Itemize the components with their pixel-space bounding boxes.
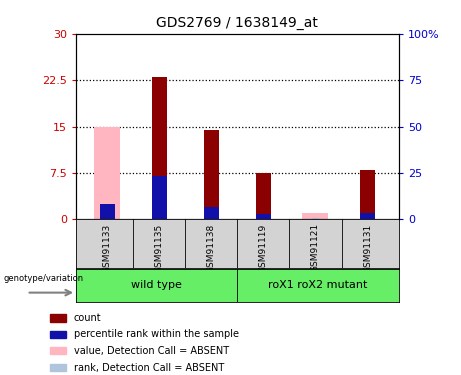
Bar	[204, 130, 219, 219]
Text: genotype/variation: genotype/variation	[4, 274, 84, 283]
Title: GDS2769 / 1638149_at: GDS2769 / 1638149_at	[156, 16, 319, 30]
Text: GSM91121: GSM91121	[311, 223, 320, 272]
Bar	[50, 331, 65, 338]
Bar	[50, 314, 65, 322]
Bar	[204, 207, 219, 219]
Bar	[50, 364, 65, 371]
Text: GSM91119: GSM91119	[259, 223, 268, 273]
Text: GSM91135: GSM91135	[155, 223, 164, 273]
Bar	[256, 214, 271, 219]
Text: value, Detection Call = ABSENT: value, Detection Call = ABSENT	[74, 346, 229, 356]
Bar	[152, 77, 166, 219]
Text: rank, Detection Call = ABSENT: rank, Detection Call = ABSENT	[74, 363, 224, 373]
Text: GSM91133: GSM91133	[103, 223, 112, 273]
Bar	[256, 173, 271, 219]
Text: percentile rank within the sample: percentile rank within the sample	[74, 329, 238, 339]
Bar	[360, 170, 375, 219]
Bar	[302, 213, 329, 219]
Bar	[360, 213, 375, 219]
Bar	[103, 204, 111, 219]
Text: GSM91131: GSM91131	[363, 223, 372, 273]
Text: GSM91138: GSM91138	[207, 223, 216, 273]
Bar	[312, 218, 319, 219]
Bar	[100, 204, 115, 219]
Text: wild type: wild type	[131, 280, 182, 290]
Bar	[95, 127, 120, 219]
Bar	[152, 176, 166, 219]
Text: roX1 roX2 mutant: roX1 roX2 mutant	[268, 280, 368, 290]
Bar	[50, 347, 65, 354]
Text: count: count	[74, 313, 101, 323]
